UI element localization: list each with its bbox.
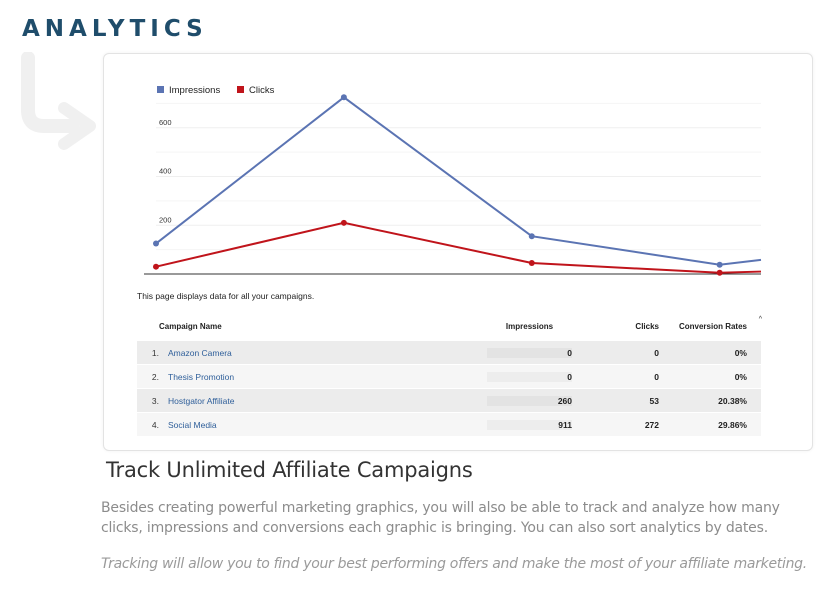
- campaign-link[interactable]: Social Media: [168, 419, 217, 430]
- table-row: 3. Hostgator Affiliate 260 53 20.38%: [137, 388, 761, 412]
- conversion-cell: 0%: [734, 371, 747, 382]
- data-point-clicks[interactable]: [153, 263, 159, 270]
- chart-legend: Impressions Clicks: [157, 85, 275, 96]
- conversion-cell: 29.86%: [718, 419, 747, 430]
- campaign-table: Campaign Name Impressions Clicks Convers…: [137, 313, 761, 436]
- data-point-impressions[interactable]: [716, 261, 723, 268]
- data-point-impressions[interactable]: [340, 94, 347, 101]
- clicks-cell: 53: [649, 395, 659, 406]
- header-impressions[interactable]: Impressions: [505, 322, 554, 331]
- header-campaign-name[interactable]: Campaign Name: [159, 322, 222, 331]
- clicks-cell: 272: [644, 419, 659, 430]
- impressions-cell: 260: [487, 396, 572, 406]
- y-axis-ticks: 200 400 600: [159, 118, 172, 225]
- page-heading: ANALYTICS: [22, 16, 208, 42]
- table-row: 4. Social Media 911 272 29.86%: [137, 412, 761, 436]
- impressions-cell: 0: [487, 372, 572, 382]
- clicks-cell: 0: [654, 371, 659, 382]
- feature-title: Track Unlimited Affiliate Campaigns: [106, 458, 473, 482]
- header-clicks[interactable]: Clicks: [635, 322, 659, 331]
- row-index: 3.: [151, 395, 159, 406]
- campaign-link[interactable]: Hostgator Affiliate: [168, 395, 235, 406]
- row-index: 4.: [151, 419, 159, 430]
- series-line-clicks: [155, 221, 762, 274]
- y-tick-label: 600: [159, 118, 172, 127]
- data-point-clicks[interactable]: [716, 269, 723, 276]
- legend-label-impressions[interactable]: Impressions: [169, 85, 220, 96]
- analytics-dashboard-card: Impressions Clicks 200 400 600 This page d…: [103, 53, 813, 451]
- chart-series: [153, 94, 762, 276]
- curved-arrow-icon: [21, 52, 96, 150]
- legend-swatch-impressions: [157, 86, 164, 93]
- feature-note: Tracking will allow you to find your bes…: [101, 556, 807, 572]
- clicks-cell: 0: [654, 347, 659, 358]
- sort-indicator[interactable]: ^: [758, 316, 762, 323]
- chart-gridlines: [156, 102, 761, 251]
- table-row: 1. Amazon Camera 0 0 0%: [137, 340, 761, 364]
- line-chart: Impressions Clicks 200 400 600: [144, 85, 762, 276]
- impressions-cell: 0: [487, 348, 572, 358]
- row-index: 1.: [151, 347, 159, 358]
- conversion-cell: 20.38%: [718, 395, 747, 406]
- data-point-impressions[interactable]: [153, 240, 159, 247]
- conversion-cell: 0%: [734, 347, 747, 358]
- data-point-clicks[interactable]: [340, 219, 347, 226]
- legend-swatch-clicks: [237, 86, 244, 93]
- table-header: Campaign Name Impressions Clicks Convers…: [137, 313, 761, 340]
- display-note: This page displays data for all your cam…: [137, 291, 315, 301]
- legend-label-clicks[interactable]: Clicks: [249, 85, 275, 96]
- row-index: 2.: [151, 371, 159, 382]
- series-line-impressions: [155, 96, 762, 266]
- table-row: 2. Thesis Promotion 0 0 0%: [137, 364, 761, 388]
- campaign-link[interactable]: Thesis Promotion: [168, 371, 235, 382]
- data-point-clicks[interactable]: [528, 260, 535, 267]
- campaign-link[interactable]: Amazon Camera: [168, 347, 232, 358]
- y-tick-label: 200: [159, 215, 172, 224]
- feature-description: Besides creating powerful marketing grap…: [101, 500, 780, 536]
- header-conversion-rates[interactable]: Conversion Rates: [678, 322, 747, 331]
- impressions-cell: 911: [487, 420, 572, 430]
- y-tick-label: 400: [159, 167, 172, 176]
- table-body: 1. Amazon Camera 0 0 0% 2. Thesis Promot…: [137, 340, 761, 436]
- data-point-impressions[interactable]: [528, 233, 535, 240]
